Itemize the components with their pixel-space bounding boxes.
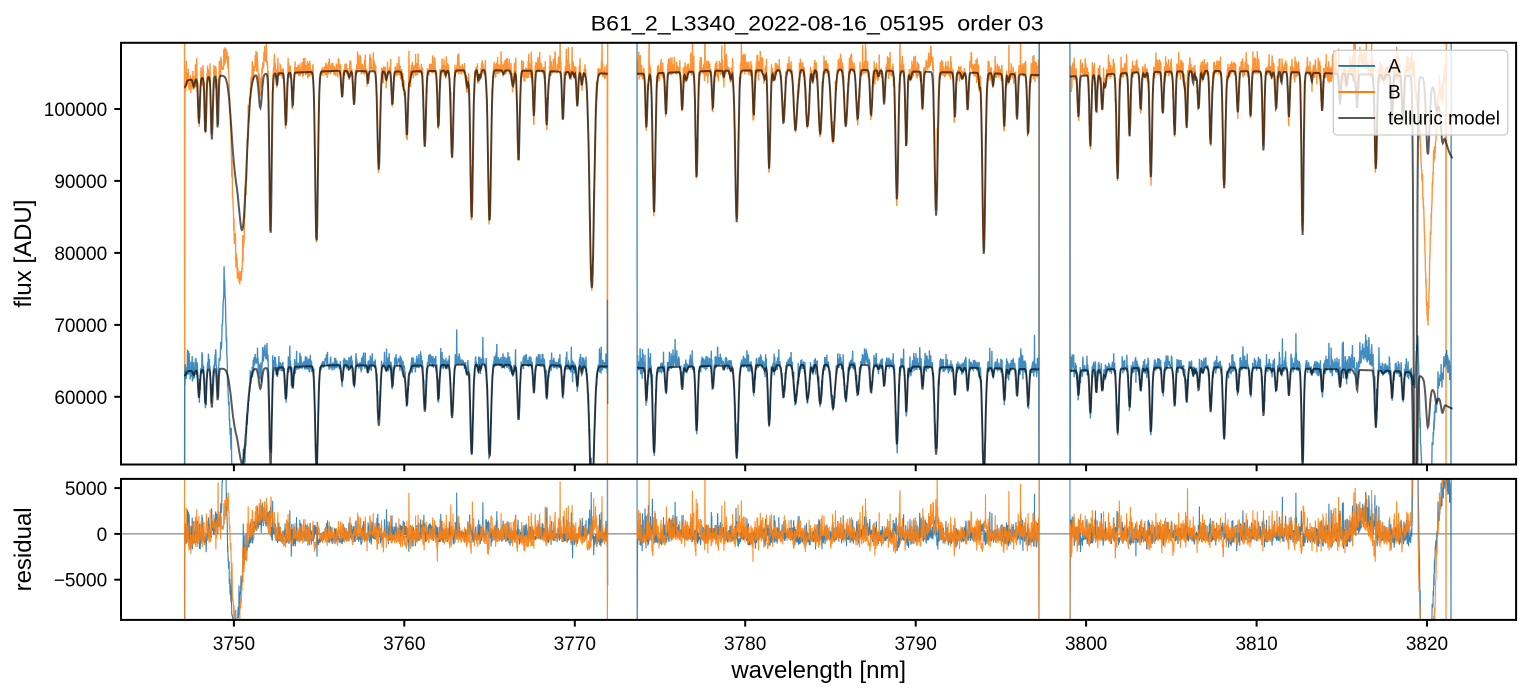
svg-text:B: B (1388, 83, 1401, 104)
svg-text:70000: 70000 (54, 316, 107, 337)
svg-text:3750: 3750 (213, 634, 255, 655)
svg-text:3810: 3810 (1235, 634, 1277, 655)
svg-text:3790: 3790 (895, 634, 937, 655)
svg-text:3780: 3780 (724, 634, 766, 655)
svg-text:B61_2_L3340_2022-08-16_05195: B61_2_L3340_2022-08-16_05195 order 03 (591, 13, 1044, 36)
svg-text:telluric model: telluric model (1388, 109, 1500, 130)
svg-text:90000: 90000 (54, 172, 107, 193)
svg-text:flux [ADU]: flux [ADU] (10, 200, 37, 308)
svg-text:−5000: −5000 (54, 571, 107, 592)
svg-text:60000: 60000 (54, 388, 107, 409)
svg-text:100000: 100000 (44, 100, 107, 121)
svg-text:5000: 5000 (65, 479, 107, 500)
svg-text:A: A (1388, 56, 1401, 77)
svg-text:3760: 3760 (383, 634, 425, 655)
svg-text:residual: residual (10, 507, 37, 591)
svg-text:3770: 3770 (554, 634, 596, 655)
svg-text:3820: 3820 (1406, 634, 1448, 655)
svg-text:wavelength [nm]: wavelength [nm] (730, 657, 906, 684)
svg-text:80000: 80000 (54, 244, 107, 265)
svg-text:0: 0 (97, 525, 108, 546)
svg-text:3800: 3800 (1065, 634, 1107, 655)
